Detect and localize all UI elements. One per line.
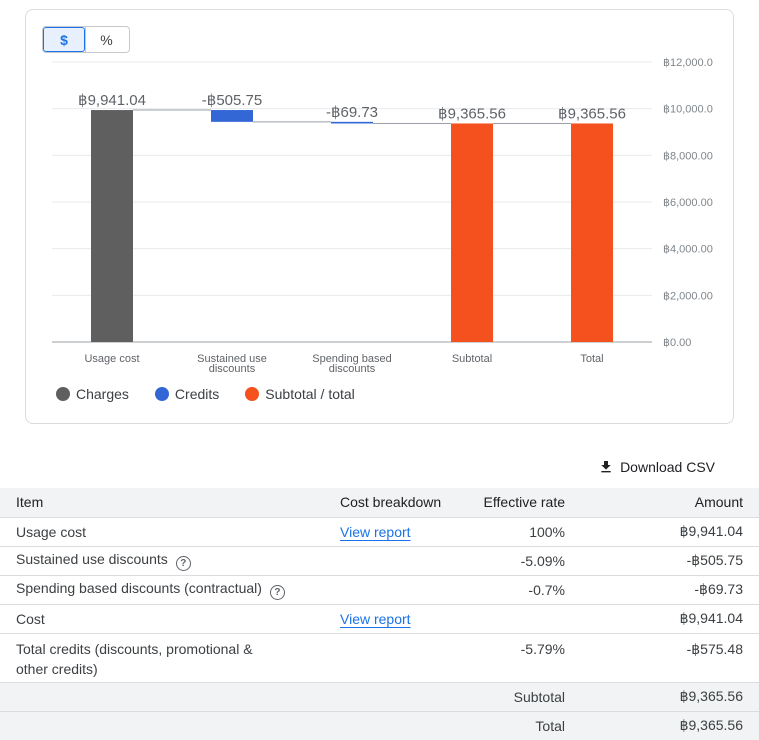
row-item: Total credits (discounts, promotional & … [0, 633, 324, 683]
row-amount: -฿69.73 [565, 575, 759, 605]
bar-spending-based-discounts [331, 121, 373, 124]
y-tick-label: ฿12,000.0 [663, 57, 713, 69]
table-row: Sustained use discounts? -5.09% -฿505.75 [0, 546, 759, 576]
cost-chart-card: $ % [25, 9, 734, 424]
bar-value-label: ฿9,941.04 [78, 92, 146, 109]
row-rate-empty [458, 604, 565, 634]
header-item: Item [0, 488, 324, 518]
row-rate: -0.7% [458, 575, 565, 605]
row-breakdown-empty [324, 633, 458, 683]
view-report-link[interactable]: View report [340, 610, 411, 627]
header-effective-rate: Effective rate [458, 488, 565, 518]
x-tick-label: Sustained use [197, 353, 267, 365]
total-amount: ฿9,365.56 [565, 711, 759, 740]
row-item: Usage cost [0, 517, 324, 547]
legend-item-charges: Charges [56, 386, 129, 402]
percent-toggle-button[interactable]: % [85, 27, 127, 52]
row-item: Cost [0, 604, 324, 634]
dollar-toggle-button[interactable]: $ [43, 27, 85, 52]
row-amount: -฿575.48 [565, 633, 759, 683]
row-rate: 100% [458, 517, 565, 547]
bar-subtotal [451, 123, 493, 342]
row-item: Spending based discounts (contractual) [16, 579, 262, 596]
waterfall-chart: ฿0.00 ฿2,000.00 ฿4,000.00 ฿6,000.00 ฿8,000.0… [52, 57, 713, 375]
bar-value-label: -฿505.75 [202, 92, 262, 109]
row-amount: ฿9,941.04 [565, 517, 759, 547]
table-row: Total credits (discounts, promotional & … [0, 633, 759, 683]
y-tick-label: ฿8,000.00 [663, 150, 713, 162]
subtotal-amount: ฿9,365.56 [565, 682, 759, 712]
legend-subtotal-dot [245, 387, 260, 401]
row-amount: -฿505.75 [565, 546, 759, 576]
header-cost-breakdown: Cost breakdown [324, 488, 458, 518]
row-item-cell: Sustained use discounts? [0, 546, 324, 576]
unit-toggle[interactable]: $ % [42, 26, 130, 53]
legend-credits-label: Credits [174, 386, 220, 402]
legend-credits-dot [154, 387, 169, 401]
bar-value-label: ฿9,365.56 [438, 105, 506, 122]
table-header-row: Item Cost breakdown Effective rate Amoun… [0, 488, 759, 518]
legend-item-subtotal: Subtotal / total [245, 386, 355, 402]
bar-total [571, 123, 613, 342]
row-rate: -5.09% [458, 546, 565, 576]
help-icon[interactable]: ? [175, 555, 191, 571]
download-icon [601, 461, 611, 473]
total-label: Total [0, 711, 565, 740]
chart-legend: Charges Credits Subtotal / total [56, 386, 381, 402]
bar-value-label: -฿69.73 [326, 104, 378, 121]
help-icon[interactable]: ? [269, 584, 285, 600]
legend-charges-dot [56, 387, 70, 401]
table-row: Cost View report ฿9,941.04 [0, 604, 759, 634]
row-amount: ฿9,941.04 [565, 604, 759, 634]
bar-usage-cost [91, 110, 133, 343]
cost-table: Item Cost breakdown Effective rate Amoun… [0, 488, 759, 740]
y-tick-label: ฿10,000.0 [663, 104, 713, 116]
row-item: Sustained use discounts [16, 550, 168, 567]
x-tick-label: Total [580, 353, 603, 365]
view-report-link[interactable]: View report [340, 523, 411, 540]
table-row: Spending based discounts (contractual)? … [0, 575, 759, 605]
y-tick-label: ฿2,000.00 [663, 290, 713, 302]
row-item-cell: Spending based discounts (contractual)? [0, 575, 324, 605]
legend-charges-label: Charges [76, 386, 129, 402]
x-tick-label: Subtotal [452, 353, 492, 365]
y-tick-label: ฿0.00 [663, 337, 691, 349]
x-tick-label: Spending based [312, 353, 392, 365]
x-tick-label: discounts [329, 363, 376, 375]
bar-sustained-use-discounts [211, 110, 253, 122]
download-csv-label: Download CSV [620, 459, 715, 475]
legend-subtotal-label: Subtotal / total [265, 386, 355, 402]
header-amount: Amount [565, 488, 759, 518]
row-breakdown-empty [324, 546, 458, 576]
y-tick-label: ฿4,000.00 [663, 244, 713, 256]
total-row: Total ฿9,365.56 [0, 711, 759, 740]
x-tick-label: Usage cost [84, 353, 139, 365]
x-tick-label: discounts [209, 363, 256, 375]
legend-item-credits: Credits [154, 386, 220, 402]
row-breakdown-empty [324, 575, 458, 605]
row-rate: -5.79% [458, 633, 565, 683]
download-csv-button[interactable]: Download CSV [598, 459, 715, 475]
subtotal-row: Subtotal ฿9,365.56 [0, 682, 759, 712]
subtotal-label: Subtotal [0, 682, 565, 712]
y-tick-label: ฿6,000.00 [663, 197, 713, 209]
bar-value-label: ฿9,365.56 [558, 105, 626, 122]
table-row: Usage cost View report 100% ฿9,941.04 [0, 517, 759, 547]
